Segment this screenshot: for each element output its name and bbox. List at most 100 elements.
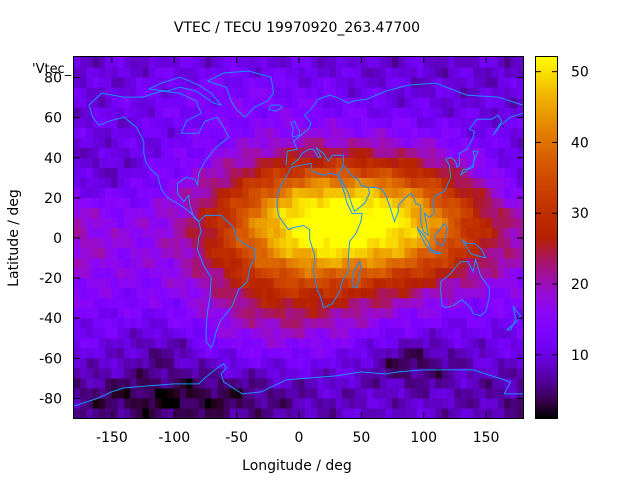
heat-cell	[180, 267, 187, 279]
heat-cell	[323, 287, 331, 299]
heat-cell	[136, 147, 144, 158]
heat-cell	[117, 307, 125, 319]
heat-cell	[80, 117, 88, 128]
heat-cell	[217, 127, 225, 138]
heat-cell	[398, 307, 406, 319]
heat-cell	[317, 157, 325, 168]
heat-cell	[360, 247, 368, 259]
heat-cell	[123, 57, 131, 68]
heat-cell	[410, 237, 418, 249]
heat-cell	[342, 227, 349, 239]
heat-cell	[267, 97, 275, 108]
heat-cell	[123, 67, 131, 78]
heat-cell	[398, 347, 406, 359]
y-tick-label: -60	[39, 351, 62, 367]
heat-cell	[105, 367, 113, 379]
heat-cell	[242, 327, 250, 339]
heat-cell	[254, 257, 262, 269]
heat-cell	[498, 97, 505, 108]
heat-cell	[173, 157, 181, 168]
heat-cell	[105, 407, 113, 419]
heat-cell	[304, 117, 312, 128]
heat-cell	[423, 77, 431, 88]
heat-cell	[273, 207, 281, 219]
heat-cell	[198, 87, 206, 98]
heat-cell	[92, 187, 100, 198]
heat-cell	[348, 217, 356, 229]
heat-cell	[441, 97, 449, 108]
heat-cell	[148, 377, 156, 389]
heat-cell	[310, 67, 318, 78]
heat-cell	[491, 287, 499, 299]
heat-cell	[248, 357, 256, 369]
heat-cell	[74, 277, 81, 289]
heat-cell	[92, 157, 100, 168]
heat-cell	[392, 277, 399, 289]
heat-cell	[335, 387, 343, 399]
heat-cell	[273, 247, 281, 259]
heat-cell	[360, 137, 368, 148]
heat-cell	[454, 347, 462, 359]
heat-cell	[360, 297, 368, 309]
heat-cell	[279, 67, 287, 78]
heat-cell	[354, 287, 362, 299]
heat-cell	[460, 287, 468, 299]
heat-cell	[217, 247, 225, 259]
heat-cell	[92, 297, 100, 309]
heat-cell	[254, 397, 262, 409]
heat-cell	[317, 97, 325, 108]
heat-cell	[410, 287, 418, 299]
heat-cell	[342, 277, 349, 289]
heat-cell	[460, 57, 468, 68]
heat-cell	[510, 137, 518, 148]
heat-cell	[161, 67, 169, 78]
heat-cell	[479, 307, 487, 319]
heat-cell	[367, 237, 374, 249]
heat-cell	[98, 307, 106, 319]
heat-cell	[385, 97, 393, 108]
heat-cell	[516, 257, 524, 269]
heat-cell	[204, 367, 212, 379]
heat-cell	[329, 67, 337, 78]
heat-cell	[261, 317, 268, 329]
heat-cell	[236, 257, 243, 269]
heat-cell	[379, 77, 387, 88]
heat-cell	[416, 237, 424, 249]
heat-cell	[161, 257, 169, 269]
heat-cell	[111, 317, 119, 329]
heat-cell	[254, 277, 262, 289]
heat-cell	[398, 57, 406, 68]
heat-cell	[173, 357, 181, 369]
heat-cell	[80, 97, 88, 108]
heat-cell	[398, 67, 406, 78]
heat-cell	[354, 197, 362, 209]
heat-cell	[373, 337, 381, 349]
heat-cell	[473, 317, 480, 329]
heat-cell	[360, 87, 368, 98]
heat-cell	[479, 347, 487, 359]
heat-cell	[348, 347, 356, 359]
heat-cell	[123, 237, 131, 249]
heat-cell	[466, 197, 474, 209]
heat-cell	[435, 187, 443, 198]
heat-cell	[310, 197, 318, 209]
heat-cell	[448, 357, 456, 369]
heat-cell	[173, 347, 181, 359]
heat-cell	[473, 287, 480, 299]
heat-cell	[410, 97, 418, 108]
heat-cell	[161, 367, 169, 379]
heat-cell	[248, 187, 256, 198]
heat-cell	[416, 97, 424, 108]
heat-cell	[410, 407, 418, 419]
heat-cell	[92, 277, 100, 289]
heat-cell	[504, 117, 512, 128]
y-tick-label: -20	[39, 271, 62, 287]
heat-cell	[385, 267, 393, 279]
heat-cell	[186, 397, 194, 409]
heat-cell	[217, 327, 225, 339]
coastline-madagascar	[351, 260, 362, 289]
heat-cell	[180, 197, 187, 209]
heat-cell	[348, 327, 356, 339]
heat-cell	[192, 257, 200, 269]
heat-cell	[229, 57, 237, 68]
